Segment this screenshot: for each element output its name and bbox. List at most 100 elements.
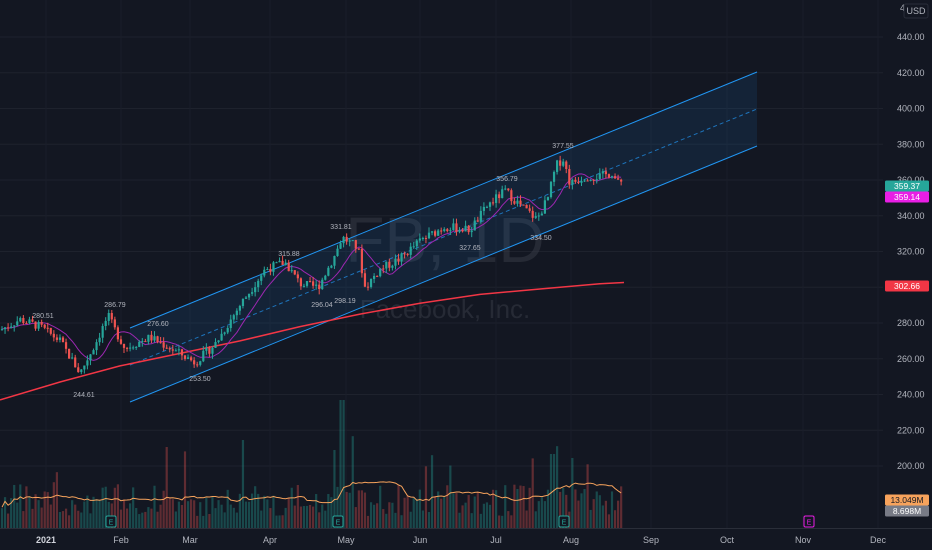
candle-body[interactable]	[354, 240, 357, 249]
candle-body[interactable]	[217, 340, 220, 343]
candle-body[interactable]	[498, 194, 501, 199]
candle-body[interactable]	[266, 269, 269, 271]
candle-body[interactable]	[281, 260, 284, 265]
candle-body[interactable]	[263, 269, 266, 276]
candle-body[interactable]	[531, 210, 534, 218]
candle-body[interactable]	[464, 225, 467, 232]
candle-body[interactable]	[424, 238, 428, 240]
candle-body[interactable]	[488, 202, 492, 207]
candle-body[interactable]	[125, 347, 129, 349]
candle-body[interactable]	[556, 160, 559, 172]
candle-body[interactable]	[376, 275, 379, 277]
candle-body[interactable]	[568, 169, 571, 185]
candle-body[interactable]	[278, 260, 281, 263]
candle-body[interactable]	[7, 327, 10, 329]
candle-body[interactable]	[452, 223, 455, 231]
candle-body[interactable]	[391, 265, 394, 268]
candle-body[interactable]	[534, 216, 537, 218]
candle-body[interactable]	[540, 213, 543, 216]
candle-body[interactable]	[226, 328, 229, 333]
candle-body[interactable]	[409, 246, 412, 255]
candle-body[interactable]	[129, 347, 132, 349]
candle-body[interactable]	[495, 194, 498, 203]
time-scale[interactable]: 2021 Feb Mar Apr May Jun Jul Aug Sep Oct Nov Dec	[36, 535, 887, 545]
candle-body[interactable]	[461, 229, 464, 232]
candle-body[interactable]	[153, 336, 156, 341]
candle-body[interactable]	[592, 179, 595, 181]
currency-button[interactable]	[903, 3, 929, 19]
candle-body[interactable]	[235, 310, 238, 316]
candle-body[interactable]	[516, 200, 519, 204]
candle-body[interactable]	[55, 337, 58, 340]
candle-body[interactable]	[284, 262, 287, 265]
candle-body[interactable]	[336, 248, 339, 257]
candle-body[interactable]	[98, 337, 101, 343]
candle-body[interactable]	[549, 181, 553, 198]
candle-body[interactable]	[190, 357, 193, 361]
candle-body[interactable]	[43, 324, 46, 328]
candlesticks[interactable]	[0, 155, 623, 375]
candle-body[interactable]	[95, 342, 98, 351]
candle-body[interactable]	[366, 286, 370, 288]
candle-body[interactable]	[171, 349, 174, 351]
candle-body[interactable]	[162, 342, 165, 348]
candle-body[interactable]	[144, 340, 147, 342]
candle-body[interactable]	[607, 174, 611, 178]
candle-body[interactable]	[458, 229, 461, 233]
candle-body[interactable]	[232, 315, 235, 320]
candle-body[interactable]	[110, 313, 113, 320]
candle-body[interactable]	[141, 340, 144, 342]
candle-body[interactable]	[348, 240, 351, 242]
candle-body[interactable]	[251, 292, 254, 294]
candle-body[interactable]	[385, 261, 388, 269]
candle-body[interactable]	[174, 350, 177, 352]
candle-body[interactable]	[382, 268, 385, 270]
candle-body[interactable]	[180, 349, 184, 356]
candle-body[interactable]	[25, 323, 28, 325]
candle-body[interactable]	[147, 334, 150, 342]
candle-body[interactable]	[321, 279, 324, 290]
candle-body[interactable]	[165, 347, 168, 349]
candle-body[interactable]	[345, 236, 348, 242]
candle-body[interactable]	[168, 348, 171, 350]
candle-body[interactable]	[254, 287, 257, 293]
candle-body[interactable]	[583, 180, 586, 182]
candle-body[interactable]	[135, 346, 138, 348]
candle-body[interactable]	[241, 298, 245, 307]
candle-body[interactable]	[101, 326, 104, 338]
candle-body[interactable]	[3, 327, 7, 330]
candle-body[interactable]	[620, 179, 623, 182]
candle-body[interactable]	[324, 275, 327, 280]
candle-body[interactable]	[330, 265, 333, 268]
candle-body[interactable]	[333, 256, 336, 266]
candle-body[interactable]	[257, 280, 260, 288]
candle-body[interactable]	[132, 347, 135, 349]
candle-body[interactable]	[193, 360, 196, 365]
candle-body[interactable]	[260, 275, 263, 281]
candle-body[interactable]	[513, 201, 516, 204]
candle-body[interactable]	[571, 179, 574, 185]
candle-body[interactable]	[223, 332, 226, 334]
candle-body[interactable]	[412, 246, 415, 248]
candle-body[interactable]	[293, 270, 296, 275]
candle-body[interactable]	[28, 319, 31, 324]
candle-body[interactable]	[613, 176, 617, 179]
candle-body[interactable]	[34, 321, 37, 329]
channel-lower-line[interactable]	[129, 145, 758, 403]
candle-body[interactable]	[107, 313, 110, 321]
candle-body[interactable]	[537, 215, 540, 217]
candle-body[interactable]	[0, 329, 4, 331]
candle-body[interactable]	[610, 176, 614, 178]
candle-body[interactable]	[400, 253, 403, 262]
earnings-marker[interactable]: E	[558, 515, 570, 528]
candle-body[interactable]	[574, 179, 577, 182]
candle-body[interactable]	[305, 281, 309, 286]
candle-body[interactable]	[16, 321, 19, 326]
candle-body[interactable]	[449, 230, 452, 232]
candle-body[interactable]	[238, 306, 241, 311]
candle-body[interactable]	[470, 230, 473, 233]
candle-body[interactable]	[580, 181, 583, 183]
candle-body[interactable]	[369, 278, 373, 287]
candle-body[interactable]	[74, 357, 77, 368]
